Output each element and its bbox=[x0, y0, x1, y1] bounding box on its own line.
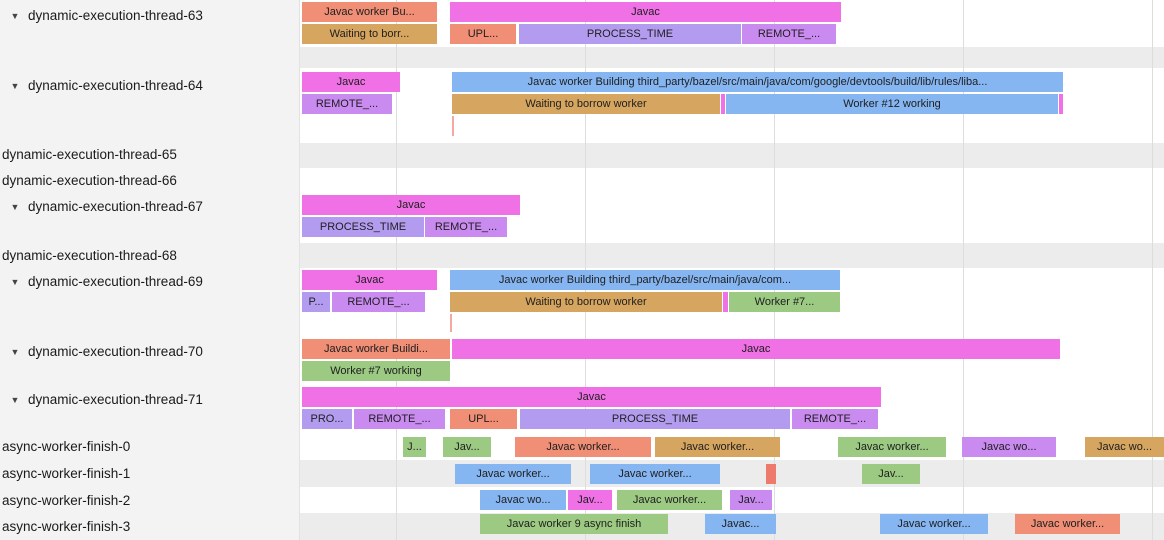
timeline-slice[interactable]: Javac worker Building third_party/bazel/… bbox=[450, 270, 840, 290]
track-background-band bbox=[300, 47, 1164, 68]
timeline-slice[interactable]: J... bbox=[403, 437, 426, 457]
timeline-slice[interactable]: Jav... bbox=[862, 464, 920, 484]
sidebar: ▼ dynamic-execution-thread-63 ▼ dynamic-exe… bbox=[0, 0, 300, 540]
track-name: dynamic-execution-thread-71 bbox=[28, 392, 203, 407]
track-name: async-worker-finish-1 bbox=[2, 466, 131, 481]
timeline-slice[interactable]: Javac worker... bbox=[880, 514, 988, 534]
track-background-band bbox=[300, 460, 1164, 487]
track-label-async-worker-finish-0[interactable]: async-worker-finish-0 bbox=[2, 437, 130, 457]
timeline-slice[interactable]: PROCESS_TIME bbox=[302, 217, 424, 237]
collapse-arrow-icon[interactable]: ▼ bbox=[10, 11, 20, 21]
track-name: dynamic-execution-thread-70 bbox=[28, 344, 203, 359]
time-gridline bbox=[963, 0, 964, 540]
track-name: dynamic-execution-thread-67 bbox=[28, 199, 203, 214]
timeline-slice[interactable] bbox=[766, 464, 776, 484]
timeline-slice[interactable]: REMOTE_... bbox=[332, 292, 425, 312]
timeline-slice[interactable] bbox=[721, 94, 725, 114]
timeline-slice[interactable]: UPL... bbox=[450, 24, 516, 44]
timeline-slice[interactable]: PROCESS_TIME bbox=[520, 409, 790, 429]
timeline-slice[interactable]: Worker #12 working bbox=[726, 94, 1058, 114]
timeline-slice[interactable] bbox=[452, 116, 454, 136]
track-name: async-worker-finish-0 bbox=[2, 439, 131, 454]
track-name: dynamic-execution-thread-68 bbox=[2, 248, 177, 263]
collapse-arrow-icon[interactable]: ▼ bbox=[10, 277, 20, 287]
track-name: dynamic-execution-thread-64 bbox=[28, 78, 203, 93]
track-name: dynamic-execution-thread-69 bbox=[28, 274, 203, 289]
timeline-slice[interactable]: Javac worker 9 async finish bbox=[480, 514, 668, 534]
timeline-slice[interactable]: PROCESS_TIME bbox=[519, 24, 741, 44]
timeline-slice[interactable]: UPL... bbox=[450, 409, 517, 429]
track-name: dynamic-execution-thread-66 bbox=[2, 173, 177, 188]
track-name: dynamic-execution-thread-63 bbox=[28, 8, 203, 23]
timeline-slice[interactable]: Javac worker... bbox=[590, 464, 720, 484]
collapse-arrow-icon[interactable]: ▼ bbox=[10, 395, 20, 405]
timeline-slice[interactable]: Javac bbox=[302, 195, 520, 215]
timeline-slice[interactable]: P... bbox=[302, 292, 330, 312]
track-label-async-worker-finish-2[interactable]: async-worker-finish-2 bbox=[2, 491, 130, 511]
track-background-band bbox=[300, 243, 1164, 268]
track-label-dynamic-execution-thread-70[interactable]: ▼ dynamic-execution-thread-70 bbox=[2, 342, 203, 362]
timeline-slice[interactable]: Javac worker Buildi... bbox=[302, 339, 450, 359]
timeline-slice[interactable]: Worker #7 working bbox=[302, 361, 450, 381]
timeline-slice[interactable] bbox=[1059, 94, 1063, 114]
timeline-slice[interactable]: Jav... bbox=[443, 437, 491, 457]
track-label-dynamic-execution-thread-63[interactable]: ▼ dynamic-execution-thread-63 bbox=[2, 6, 203, 26]
timeline-slice[interactable]: Javac... bbox=[705, 514, 776, 534]
timeline-slice[interactable]: Javac bbox=[452, 339, 1060, 359]
timeline-slice[interactable]: Javac worker... bbox=[617, 490, 722, 510]
timeline-slice[interactable]: Javac worker... bbox=[838, 437, 946, 457]
collapse-arrow-icon[interactable]: ▼ bbox=[10, 347, 20, 357]
timeline-slice[interactable]: Javac bbox=[302, 387, 881, 407]
timeline-slice[interactable]: Javac worker... bbox=[455, 464, 571, 484]
timeline-slice[interactable]: Javac bbox=[302, 72, 400, 92]
timeline-slice[interactable]: Javac wo... bbox=[962, 437, 1056, 457]
track-label-async-worker-finish-1[interactable]: async-worker-finish-1 bbox=[2, 464, 130, 484]
track-label-dynamic-execution-thread-65[interactable]: dynamic-execution-thread-65 bbox=[2, 145, 177, 165]
timeline-slice[interactable]: Javac worker... bbox=[1015, 514, 1120, 534]
timeline-slice[interactable]: Javac worker... bbox=[655, 437, 780, 457]
collapse-arrow-icon[interactable]: ▼ bbox=[10, 81, 20, 91]
timeline-slice[interactable]: REMOTE_... bbox=[354, 409, 445, 429]
timeline-slice[interactable]: PRO... bbox=[302, 409, 352, 429]
collapse-arrow-icon[interactable]: ▼ bbox=[10, 202, 20, 212]
track-background-band bbox=[300, 143, 1164, 168]
timeline-slice[interactable]: Jav... bbox=[568, 490, 612, 510]
timeline-canvas[interactable]: Javac worker Bu... Javac Waiting to borr..… bbox=[300, 0, 1164, 540]
timeline-slice[interactable]: Javac worker... bbox=[515, 437, 651, 457]
timeline-slice[interactable]: Javac bbox=[450, 2, 841, 22]
timeline-slice[interactable]: Worker #7... bbox=[729, 292, 840, 312]
timeline-slice[interactable]: REMOTE_... bbox=[792, 409, 878, 429]
timeline-slice[interactable] bbox=[450, 314, 452, 332]
timeline-slice[interactable]: Jav... bbox=[730, 490, 772, 510]
track-name: async-worker-finish-2 bbox=[2, 493, 131, 508]
time-gridline bbox=[1152, 0, 1153, 540]
track-label-async-worker-finish-3[interactable]: async-worker-finish-3 bbox=[2, 517, 130, 537]
track-name: async-worker-finish-3 bbox=[2, 519, 131, 534]
timeline-slice[interactable]: Waiting to borr... bbox=[302, 24, 437, 44]
timeline-slice[interactable]: Javac worker Building third_party/bazel/… bbox=[452, 72, 1063, 92]
track-label-dynamic-execution-thread-69[interactable]: ▼ dynamic-execution-thread-69 bbox=[2, 272, 203, 292]
track-label-dynamic-execution-thread-71[interactable]: ▼ dynamic-execution-thread-71 bbox=[2, 390, 203, 410]
track-label-dynamic-execution-thread-66[interactable]: dynamic-execution-thread-66 bbox=[2, 171, 177, 191]
timeline-slice[interactable]: Javac wo... bbox=[480, 490, 566, 510]
timeline-slice[interactable]: Waiting to borrow worker bbox=[450, 292, 722, 312]
timeline-slice[interactable]: Javac wo... bbox=[1085, 437, 1164, 457]
timeline-slice[interactable]: Javac worker Bu... bbox=[302, 2, 437, 22]
track-label-dynamic-execution-thread-64[interactable]: ▼ dynamic-execution-thread-64 bbox=[2, 76, 203, 96]
track-name: dynamic-execution-thread-65 bbox=[2, 147, 177, 162]
timeline-slice[interactable]: REMOTE_... bbox=[742, 24, 836, 44]
timeline-slice[interactable]: REMOTE_... bbox=[302, 94, 392, 114]
timeline-slice[interactable]: Javac bbox=[302, 270, 437, 290]
timeline-slice[interactable] bbox=[723, 292, 728, 312]
track-label-dynamic-execution-thread-67[interactable]: ▼ dynamic-execution-thread-67 bbox=[2, 197, 203, 217]
timeline-slice[interactable]: REMOTE_... bbox=[425, 217, 507, 237]
timeline-slice[interactable]: Waiting to borrow worker bbox=[452, 94, 720, 114]
track-label-dynamic-execution-thread-68[interactable]: dynamic-execution-thread-68 bbox=[2, 246, 177, 266]
